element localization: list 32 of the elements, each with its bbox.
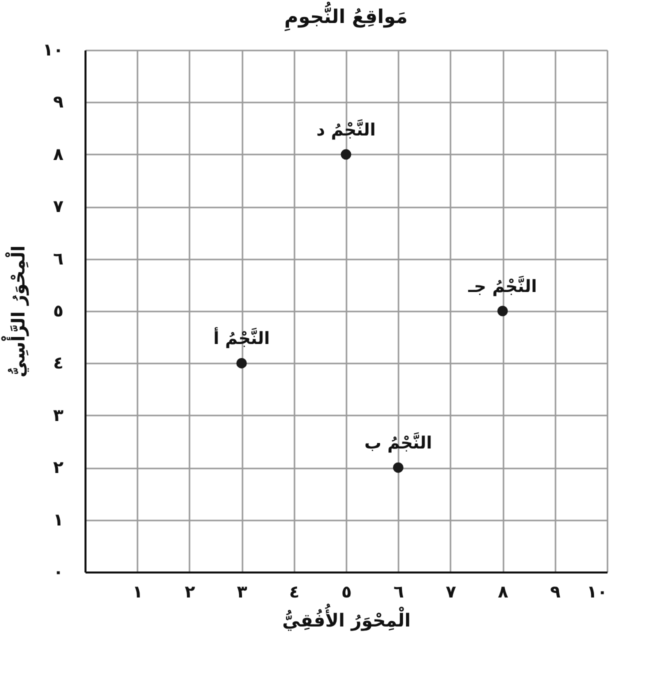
x-axis-title: الْمِحْوَرُ الأُفُقِيُّ <box>282 603 411 632</box>
x-tick-label: ٤ <box>289 582 300 602</box>
y-tick-label: ١ <box>53 510 64 530</box>
y-tick-label: ٢ <box>53 458 64 478</box>
x-tick-label: ٧ <box>446 582 457 602</box>
point <box>497 306 508 316</box>
x-tick-label: ١٠ <box>586 582 608 602</box>
y-tick-label: ٩ <box>53 92 64 113</box>
annotation: النَّجْمُ جـ <box>467 274 537 297</box>
point <box>392 462 404 473</box>
x-tick-label: ٢ <box>184 582 196 602</box>
annotation: النَّجْمُ ب <box>364 432 432 454</box>
x-tick-label: ٦ <box>394 582 404 602</box>
y-tick-label: ٠ <box>53 562 64 582</box>
chart-title: مَواقِعُ النُّجومِ <box>284 1 408 32</box>
x-tick-label: ٩ <box>550 582 562 602</box>
y-tick-label: ٣ <box>53 406 64 426</box>
y-tick-label: ٨ <box>53 144 64 165</box>
x-tick-label: ٥ <box>341 582 352 602</box>
point <box>340 149 352 160</box>
y-tick-label: ٥ <box>53 302 64 322</box>
y-tick-label: ٧ <box>53 197 64 218</box>
annotation: النَّجْمُ أ <box>213 327 270 350</box>
point <box>236 358 247 368</box>
x-tick-label: ٣ <box>236 582 248 602</box>
annotation: النَّجْمُ د <box>316 118 376 140</box>
x-tick-label: ١ <box>132 582 143 602</box>
y-tick-label: ١٠ <box>42 40 64 60</box>
y-tick-label: ٤ <box>53 354 64 374</box>
y-tick-label: ٦ <box>53 249 64 270</box>
y-axis-title: الْمِحْوَرُ الرَّأْسِيُّ <box>0 245 30 378</box>
x-tick-label: ٨ <box>498 582 509 602</box>
